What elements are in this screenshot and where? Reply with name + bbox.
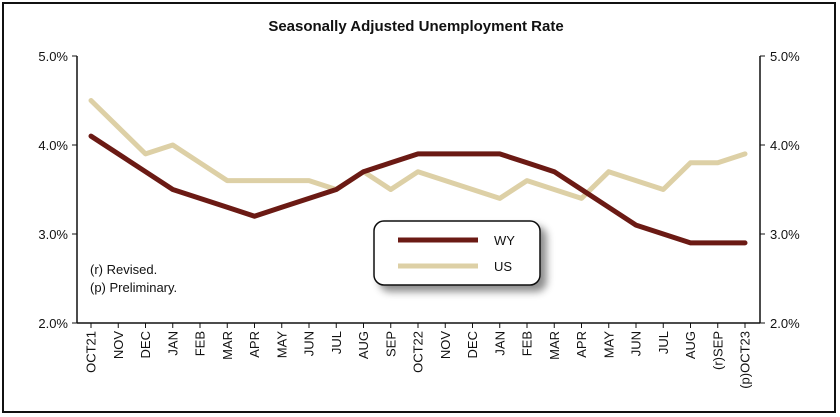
legend-label-wy: WY — [494, 233, 515, 248]
x-tick-label: SEP — [383, 331, 398, 357]
y-tick-label-right: 2.0% — [770, 316, 800, 331]
y-ticks-left: 2.0% 3.0% 4.0% 5.0% — [38, 49, 77, 331]
x-tick-label: JUN — [629, 331, 644, 356]
annotation-revised: (r) Revised. — [90, 262, 157, 277]
chart-frame — [2, 2, 836, 413]
annotation-preliminary: (p) Preliminary. — [90, 280, 177, 295]
series-lines — [88, 98, 748, 246]
x-tick-label: FEB — [520, 331, 535, 356]
y-tick-label-left: 3.0% — [38, 227, 68, 242]
chart-title: Seasonally Adjusted Unemployment Rate — [268, 18, 563, 35]
x-tick-label: DEC — [465, 331, 480, 358]
y-tick-label-left: 4.0% — [38, 138, 68, 153]
legend-label-us: US — [494, 259, 512, 274]
x-tick-label: JAN — [165, 331, 180, 356]
x-tick-label: AUG — [356, 331, 371, 359]
x-tick-label: APR — [247, 331, 262, 358]
x-tick-label: AUG — [683, 331, 698, 359]
x-tick-label: OCT21 — [84, 331, 99, 373]
x-tick-label: JUL — [656, 331, 671, 354]
x-tick-label: MAY — [274, 331, 289, 359]
x-tick-label: OCT22 — [411, 331, 426, 373]
x-tick-label: MAR — [547, 331, 562, 360]
y-tick-label-right: 5.0% — [770, 49, 800, 64]
x-tick-label: JUL — [329, 331, 344, 354]
legend: WY US — [373, 220, 541, 286]
series-line-us — [88, 98, 748, 201]
legend-box — [373, 220, 541, 286]
x-tick-label: APR — [574, 331, 589, 358]
x-ticks: OCT21 NOV DEC JAN FEB MAR APR MAY JUN JUL AUG SEP OC… — [84, 323, 753, 389]
x-tick-label: DEC — [138, 331, 153, 358]
x-tick-label: JAN — [492, 331, 507, 356]
y-tick-label-right: 3.0% — [770, 227, 800, 242]
x-tick-label: JUN — [302, 331, 317, 356]
x-tick-label: NOV — [438, 331, 453, 360]
series-line-wy — [88, 133, 748, 246]
x-tick-label: (r)SEP — [710, 331, 725, 370]
y-tick-label-left: 5.0% — [38, 49, 68, 64]
x-tick-label: NOV — [111, 331, 126, 360]
x-tick-label: (p)OCT23 — [738, 331, 753, 389]
y-tick-label-left: 2.0% — [38, 316, 68, 331]
y-tick-label-right: 4.0% — [770, 138, 800, 153]
x-tick-label: MAR — [220, 331, 235, 360]
x-tick-label: FEB — [193, 331, 208, 356]
y-ticks-right: 2.0% 3.0% 4.0% 5.0% — [760, 49, 800, 331]
x-tick-label: MAY — [601, 331, 616, 359]
